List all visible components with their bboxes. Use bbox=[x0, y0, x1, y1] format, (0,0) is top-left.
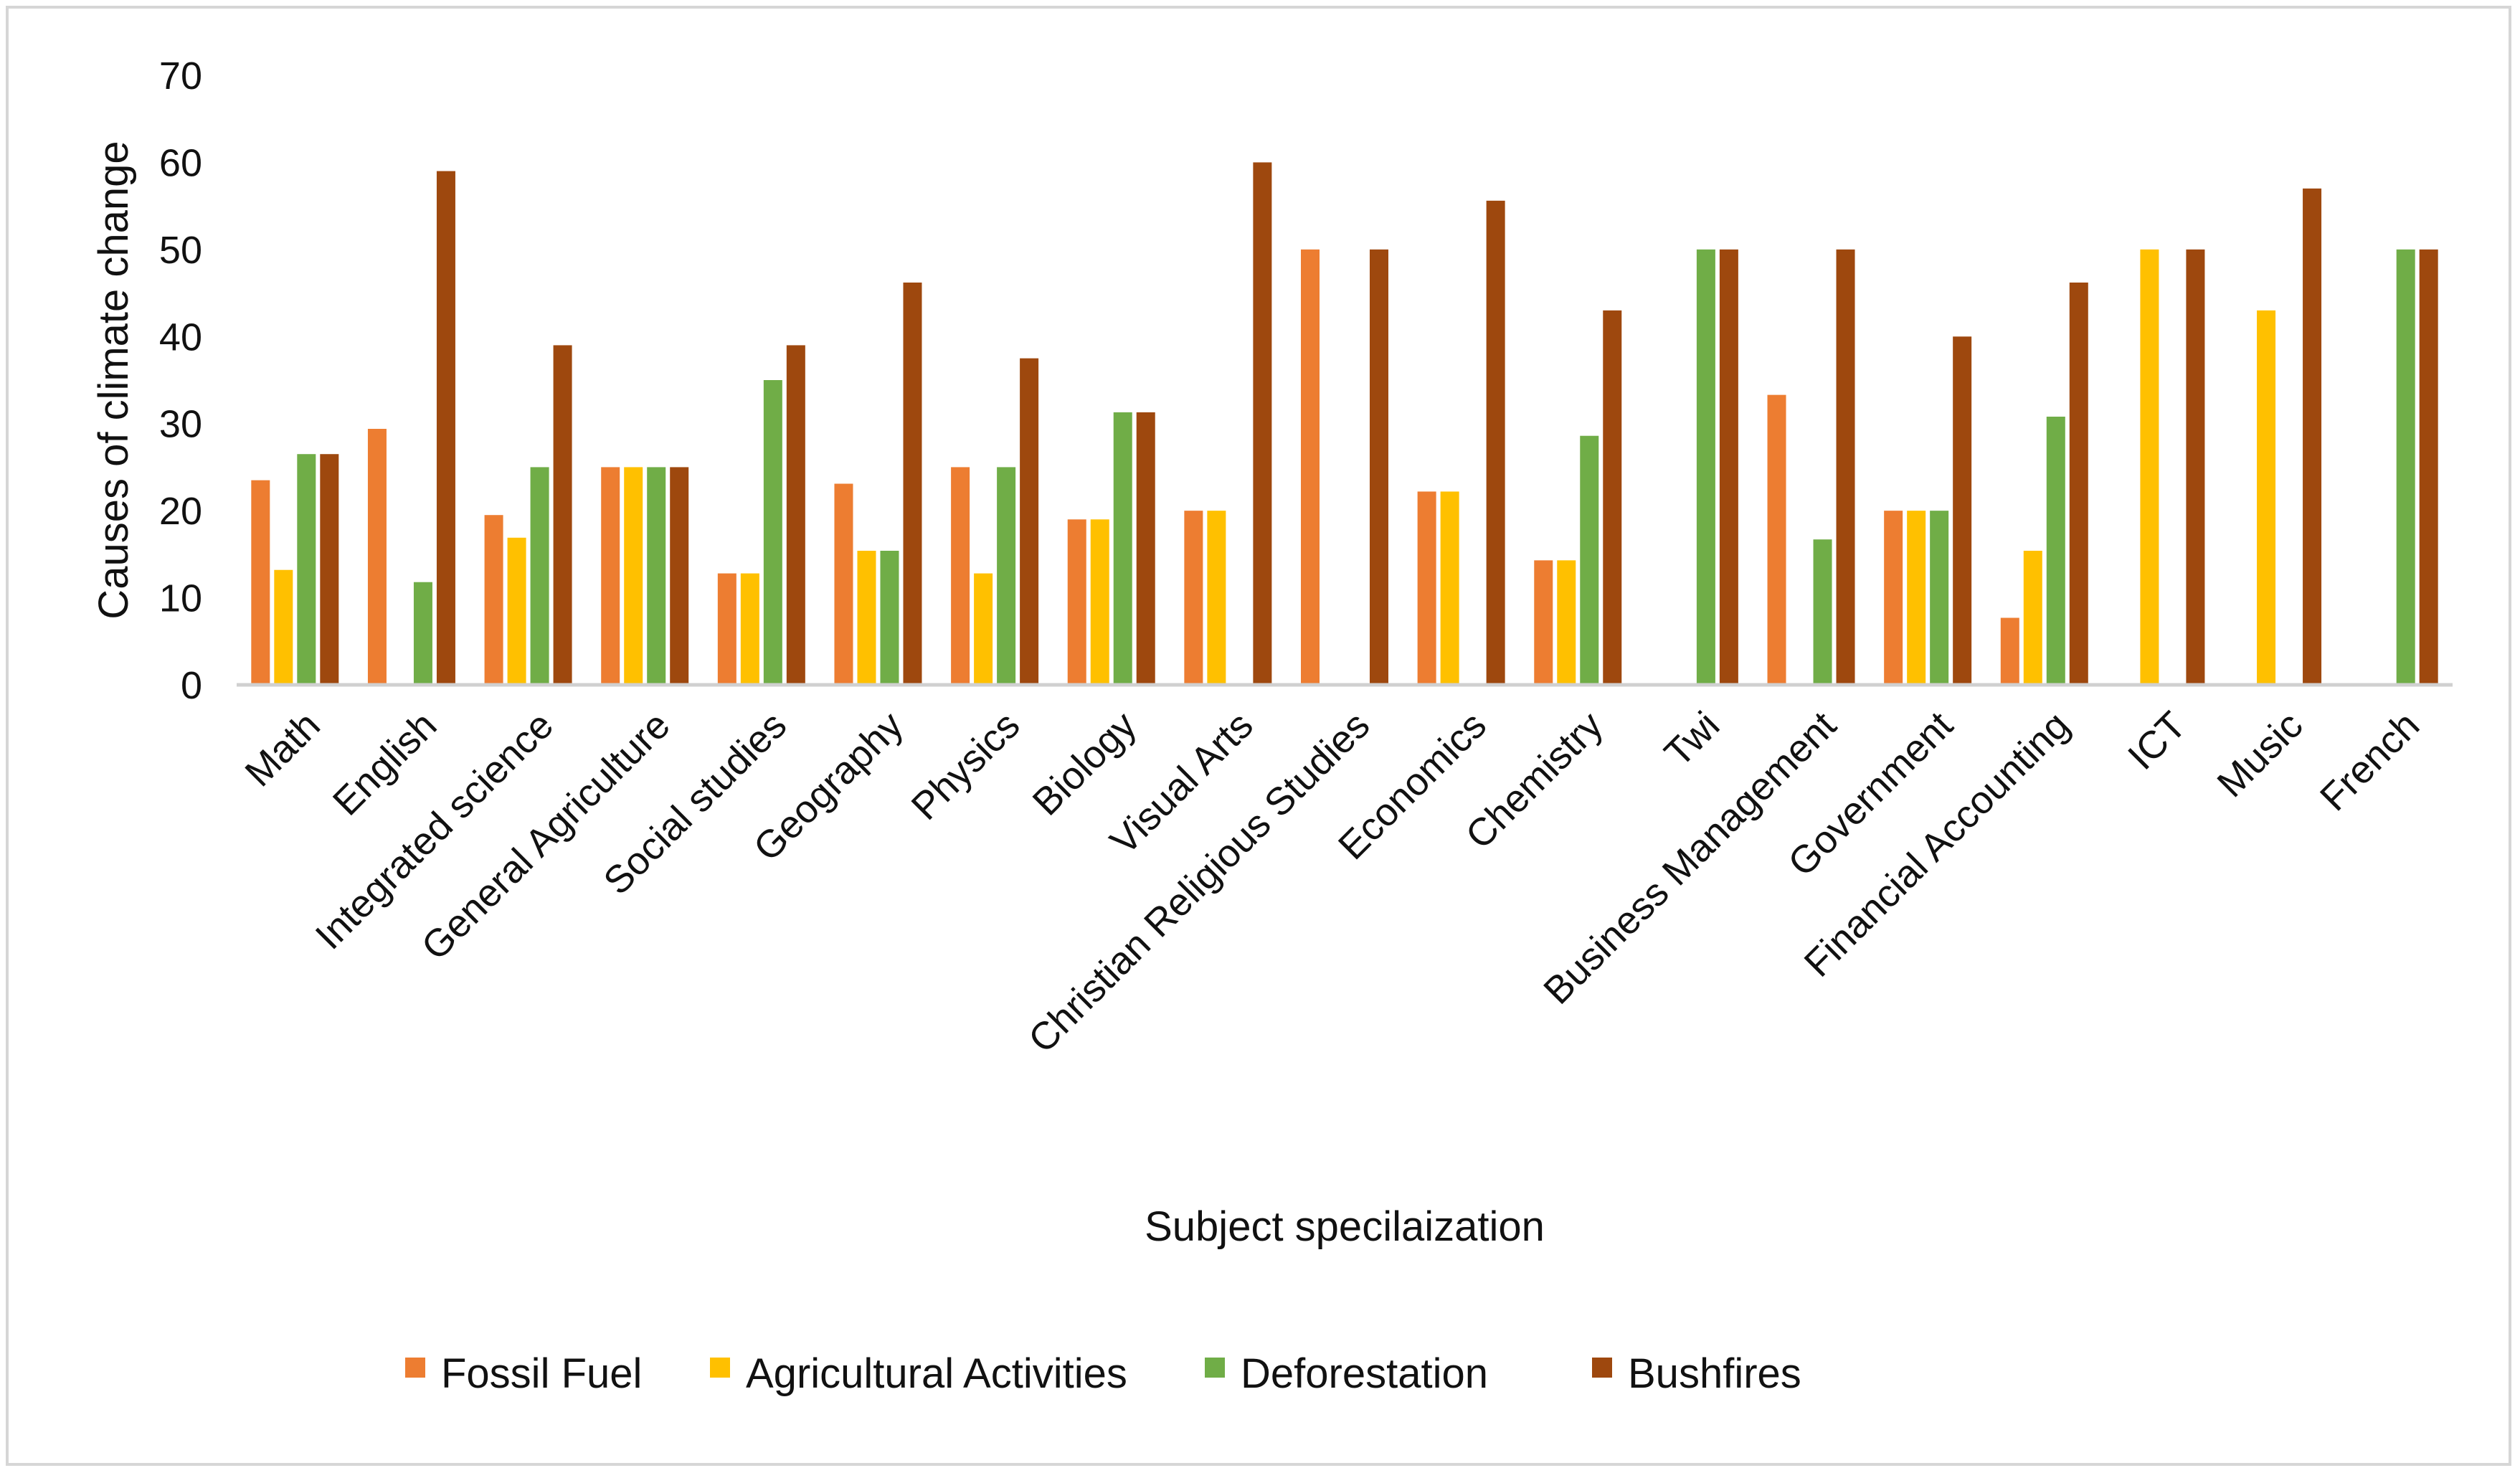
bar-fossil-fuel bbox=[1301, 249, 1320, 685]
bar-deforestation bbox=[2046, 417, 2065, 685]
bar-bushfires bbox=[903, 283, 922, 685]
bar-agricultural-activities bbox=[740, 573, 759, 685]
bar-fossil-fuel bbox=[1184, 511, 1203, 685]
bar-bushfires bbox=[1136, 412, 1155, 685]
bar-deforestation bbox=[2396, 249, 2415, 685]
x-category-label: Twi bbox=[1657, 704, 1728, 775]
x-category-label: English bbox=[325, 704, 445, 824]
legend: Fossil Fuel Agricultural Activities Defore… bbox=[405, 1350, 1801, 1397]
bar-fossil-fuel bbox=[367, 429, 387, 685]
y-tick-label: 50 bbox=[159, 229, 202, 272]
bar-fossil-fuel bbox=[484, 515, 503, 685]
bar-deforestation bbox=[1580, 435, 1599, 685]
x-category-label: ICT bbox=[2120, 704, 2194, 778]
y-tick-label: 10 bbox=[159, 577, 202, 620]
bar-agricultural-activities bbox=[1907, 511, 1926, 685]
bar-agricultural-activities bbox=[2140, 249, 2159, 685]
bar-agricultural-activities bbox=[1440, 491, 1459, 685]
legend-label: Bushfires bbox=[1628, 1350, 1801, 1397]
x-category-label: Music bbox=[2209, 704, 2311, 805]
bar-fossil-fuel bbox=[834, 483, 853, 685]
bar-deforestation bbox=[297, 454, 316, 685]
bar-fossil-fuel bbox=[1067, 519, 1086, 685]
bar-deforestation bbox=[763, 380, 782, 685]
bar-agricultural-activities bbox=[2023, 551, 2042, 685]
bar-bushfires bbox=[1486, 200, 1505, 685]
bar-fossil-fuel bbox=[601, 467, 620, 685]
bar-deforestation bbox=[997, 467, 1016, 685]
y-tick-label: 0 bbox=[181, 664, 202, 707]
y-tick-label: 60 bbox=[159, 141, 202, 184]
bar-fossil-fuel bbox=[717, 573, 736, 685]
bar-bushfires bbox=[553, 345, 572, 685]
bar-fossil-fuel bbox=[1884, 511, 1903, 685]
bar-bushfires bbox=[786, 345, 805, 685]
legend-label: Agricultural Activities bbox=[746, 1350, 1127, 1397]
bar-agricultural-activities bbox=[974, 573, 993, 685]
bar-deforestation bbox=[530, 467, 549, 685]
x-category-label: Biology bbox=[1025, 704, 1145, 824]
bar-bushfires bbox=[670, 467, 689, 685]
bar-agricultural-activities bbox=[274, 569, 293, 685]
bar-fossil-fuel bbox=[1534, 560, 1553, 685]
bar-agricultural-activities bbox=[1557, 560, 1576, 685]
bar-bushfires bbox=[2186, 249, 2205, 685]
y-tick-label: 40 bbox=[159, 316, 202, 359]
x-category-label: French bbox=[2312, 704, 2427, 819]
bar-deforestation bbox=[1113, 412, 1132, 685]
y-tick-label: 20 bbox=[159, 490, 202, 533]
bar-deforestation bbox=[1696, 249, 1715, 685]
bar-agricultural-activities bbox=[2257, 310, 2276, 685]
x-category-label: Math bbox=[237, 704, 328, 795]
bar-fossil-fuel bbox=[2000, 617, 2019, 685]
bar-bushfires bbox=[436, 171, 455, 686]
legend-swatch bbox=[710, 1358, 730, 1378]
bar-deforestation bbox=[413, 582, 432, 685]
bar-fossil-fuel bbox=[251, 480, 270, 685]
bar-fossil-fuel bbox=[1417, 491, 1436, 685]
legend-swatch bbox=[405, 1358, 425, 1378]
bar-bushfires bbox=[320, 454, 339, 685]
bar-agricultural-activities bbox=[507, 537, 526, 685]
bar-deforestation bbox=[1930, 511, 1949, 685]
bar-agricultural-activities bbox=[857, 551, 876, 685]
bar-fossil-fuel bbox=[951, 467, 970, 685]
bar-bushfires bbox=[2419, 249, 2438, 685]
bar-deforestation bbox=[1813, 539, 1832, 685]
y-axis-title: Causes of climate change bbox=[90, 141, 137, 619]
bar-bushfires bbox=[1836, 249, 1855, 685]
bar-bushfires bbox=[1020, 358, 1039, 685]
x-category-label: Physics bbox=[904, 704, 1028, 828]
bar-bushfires bbox=[2069, 283, 2088, 685]
legend-label: Fossil Fuel bbox=[441, 1350, 642, 1397]
bar-bushfires bbox=[1603, 310, 1622, 685]
bar-bushfires bbox=[1719, 249, 1738, 685]
y-tick-label: 30 bbox=[159, 403, 202, 446]
bar-deforestation bbox=[647, 467, 666, 685]
bar-agricultural-activities bbox=[1207, 511, 1226, 685]
bar-bushfires bbox=[1953, 336, 1972, 685]
bar-deforestation bbox=[880, 551, 899, 685]
legend-label: Deforestation bbox=[1241, 1350, 1488, 1397]
y-tick-label: 70 bbox=[159, 55, 202, 98]
legend-swatch bbox=[1592, 1358, 1612, 1378]
bar-agricultural-activities bbox=[1090, 519, 1109, 685]
bar-bushfires bbox=[2303, 188, 2322, 685]
bar-agricultural-activities bbox=[624, 467, 643, 685]
bars bbox=[251, 162, 2438, 686]
y-axis-ticks: 0 10 20 30 40 50 60 70 bbox=[159, 55, 202, 707]
x-axis-title: Subject specilaization bbox=[1145, 1203, 1545, 1250]
bar-bushfires bbox=[1253, 162, 1272, 685]
bar-bushfires bbox=[1370, 249, 1388, 685]
legend-swatch bbox=[1205, 1358, 1225, 1378]
bar-fossil-fuel bbox=[1767, 394, 1786, 685]
